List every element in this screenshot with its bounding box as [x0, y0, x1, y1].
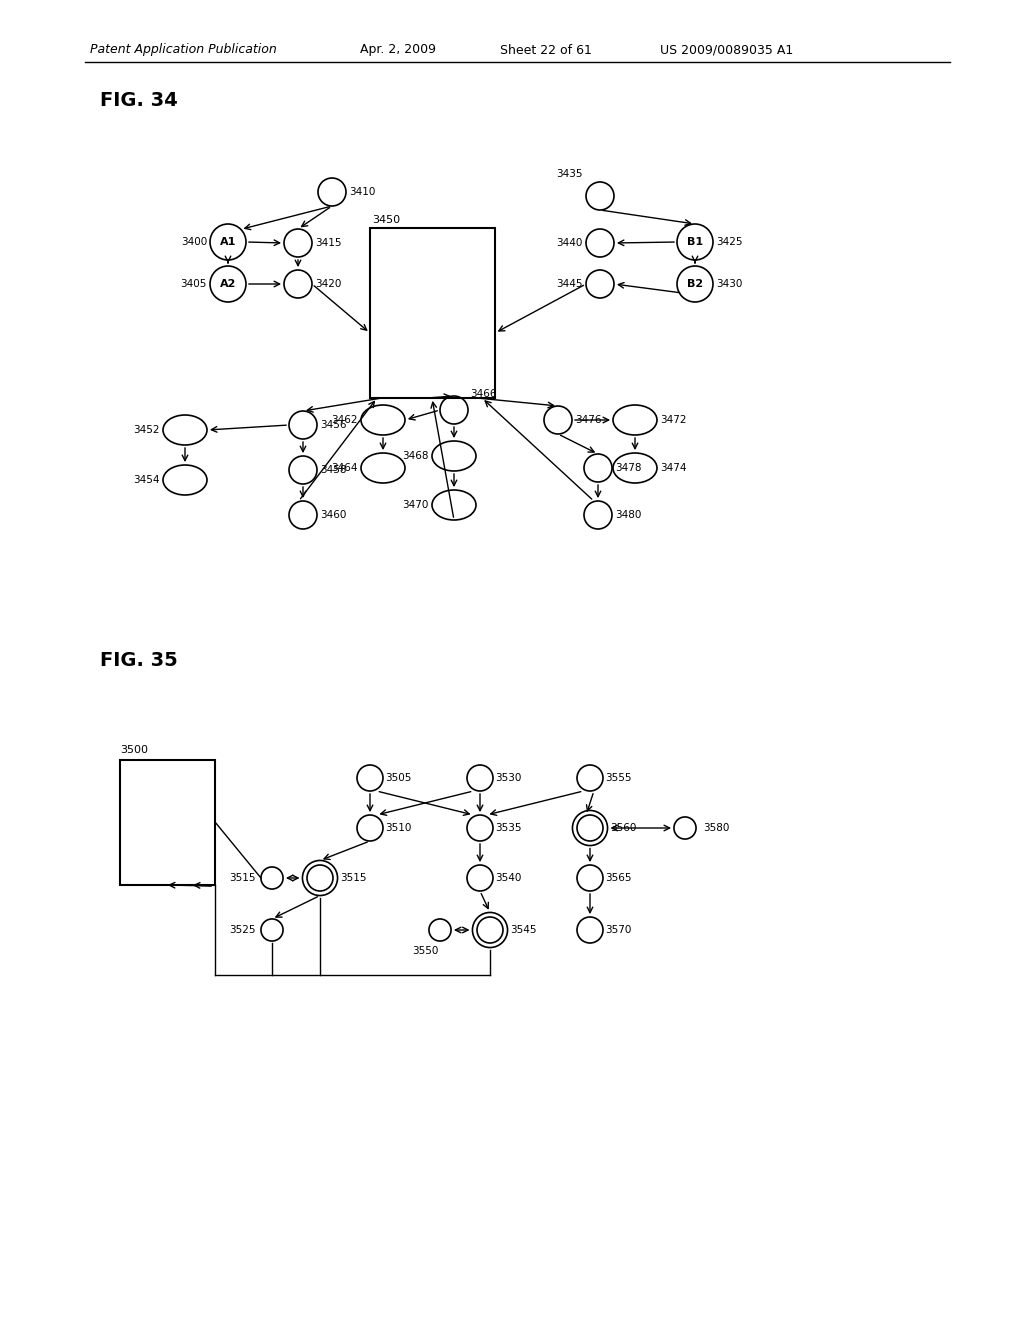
- Text: 3476: 3476: [575, 414, 601, 425]
- Text: 3535: 3535: [495, 822, 521, 833]
- Text: 3456: 3456: [319, 420, 346, 430]
- Text: Patent Application Publication: Patent Application Publication: [90, 44, 276, 57]
- Text: Apr. 2, 2009: Apr. 2, 2009: [360, 44, 436, 57]
- Text: A2: A2: [220, 279, 237, 289]
- Text: FIG. 35: FIG. 35: [100, 651, 178, 669]
- Text: 3405: 3405: [180, 279, 207, 289]
- Text: 3458: 3458: [319, 465, 346, 475]
- Text: B1: B1: [687, 238, 703, 247]
- Text: 3565: 3565: [605, 873, 632, 883]
- Text: 3505: 3505: [385, 774, 412, 783]
- Text: 3454: 3454: [133, 475, 160, 484]
- Text: 3420: 3420: [315, 279, 341, 289]
- Bar: [370, 228, 495, 399]
- Text: 3474: 3474: [660, 463, 686, 473]
- Text: 3472: 3472: [660, 414, 686, 425]
- Text: 3478: 3478: [615, 463, 641, 473]
- Text: B2: B2: [687, 279, 703, 289]
- Text: 3540: 3540: [495, 873, 521, 883]
- Text: 3555: 3555: [605, 774, 632, 783]
- Text: 3515: 3515: [229, 873, 256, 883]
- Text: US 2009/0089035 A1: US 2009/0089035 A1: [660, 44, 794, 57]
- Text: 3462: 3462: [332, 414, 358, 425]
- Text: 3570: 3570: [605, 925, 632, 935]
- Text: 3425: 3425: [716, 238, 742, 247]
- Bar: [120, 760, 215, 884]
- Text: FIG. 34: FIG. 34: [100, 91, 178, 110]
- Text: 3545: 3545: [511, 925, 537, 935]
- Text: 3550: 3550: [412, 946, 438, 956]
- Text: 3415: 3415: [315, 238, 341, 248]
- Text: 3410: 3410: [349, 187, 376, 197]
- Text: 3510: 3510: [385, 822, 412, 833]
- Text: 3450: 3450: [372, 215, 400, 224]
- Text: 3440: 3440: [557, 238, 583, 248]
- Text: Sheet 22 of 61: Sheet 22 of 61: [500, 44, 592, 57]
- Text: 3480: 3480: [615, 510, 641, 520]
- Text: 3464: 3464: [332, 463, 358, 473]
- Text: 3466: 3466: [470, 389, 497, 399]
- Text: 3452: 3452: [133, 425, 160, 436]
- Text: 3445: 3445: [556, 279, 583, 289]
- Text: 3435: 3435: [556, 169, 583, 180]
- Text: 3468: 3468: [402, 451, 429, 461]
- Text: 3560: 3560: [610, 822, 637, 833]
- Text: 3460: 3460: [319, 510, 346, 520]
- Text: 3530: 3530: [495, 774, 521, 783]
- Text: 3430: 3430: [716, 279, 742, 289]
- Text: 3515: 3515: [341, 873, 367, 883]
- Text: A1: A1: [220, 238, 237, 247]
- Text: 3500: 3500: [120, 744, 148, 755]
- Text: 3525: 3525: [229, 925, 256, 935]
- Text: 3400: 3400: [181, 238, 207, 247]
- Text: 3470: 3470: [402, 500, 429, 510]
- Text: 3580: 3580: [703, 822, 729, 833]
